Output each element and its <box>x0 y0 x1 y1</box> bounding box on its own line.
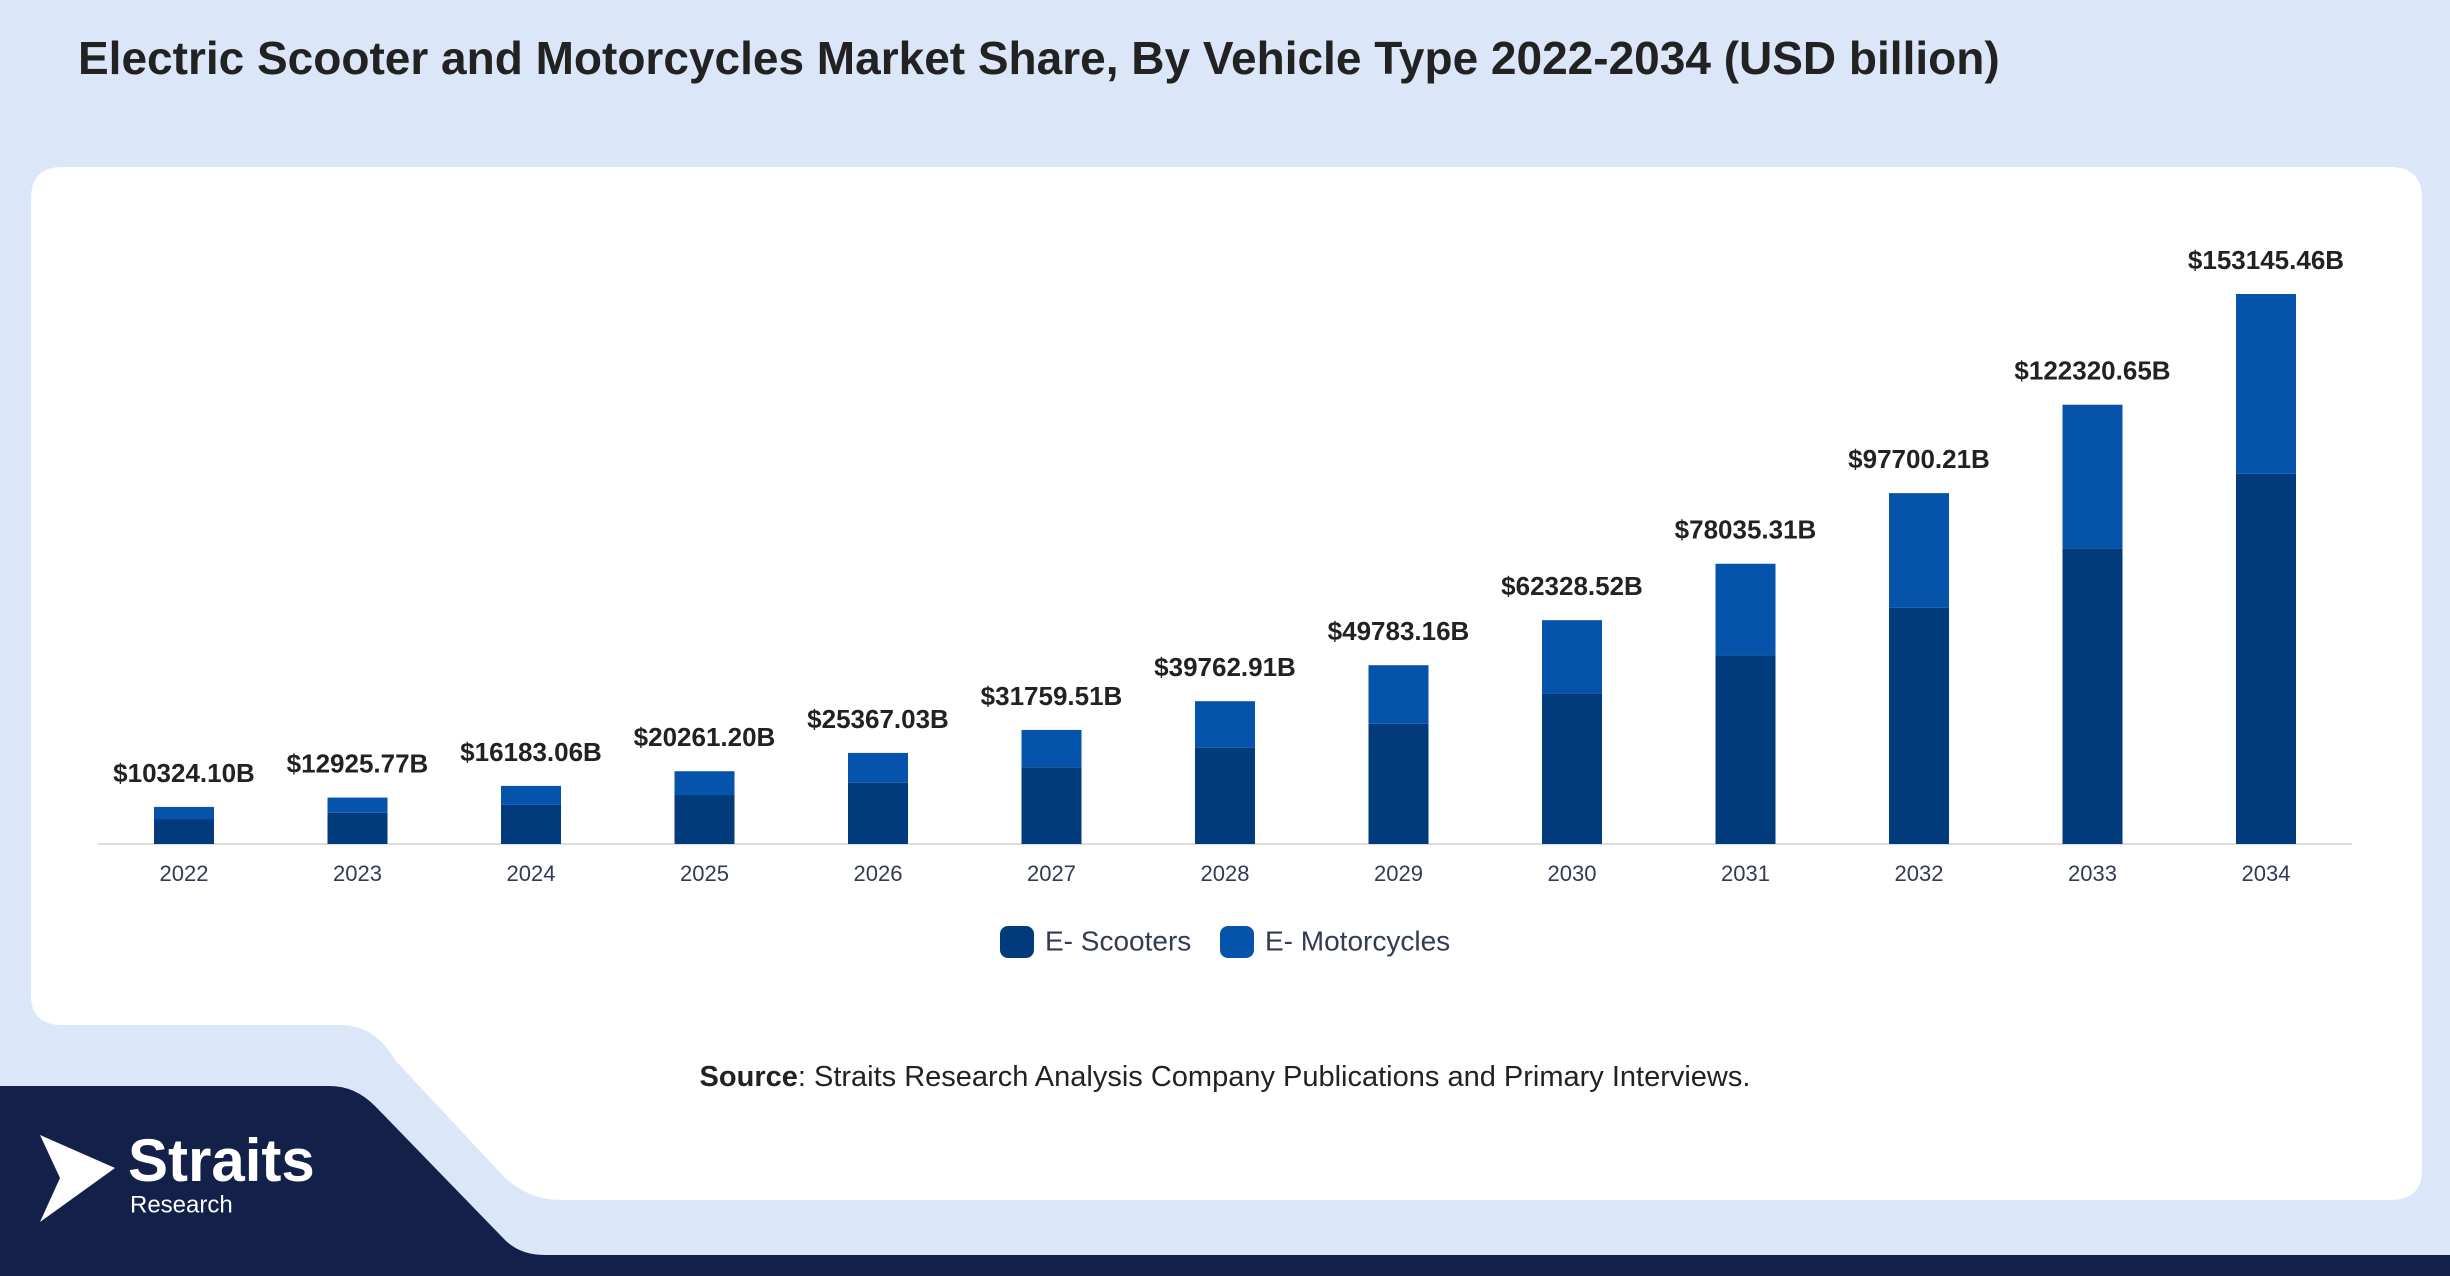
total-label: $78035.31B <box>1675 515 1817 545</box>
bar-segment <box>501 804 561 844</box>
legend-swatch <box>1000 926 1034 958</box>
total-label: $49783.16B <box>1328 616 1470 646</box>
logo-name: Straits <box>128 1127 315 1194</box>
footer-band <box>0 1086 2450 1276</box>
bar-segment <box>327 812 388 844</box>
total-label: $16183.06B <box>460 737 602 767</box>
bar-segment <box>1715 655 1776 844</box>
total-label: $12925.77B <box>287 748 429 778</box>
total-label: $62328.52B <box>1501 571 1643 601</box>
x-tick-label: 2031 <box>1721 861 1770 886</box>
x-tick-label: 2027 <box>1027 861 1076 886</box>
bar-segment <box>848 782 908 844</box>
x-tick-label: 2033 <box>2068 861 2117 886</box>
x-tick-label: 2023 <box>333 861 382 886</box>
chart-title: Electric Scooter and Motorcycles Market … <box>78 32 2000 84</box>
bar-segment <box>2062 404 2123 549</box>
bar-segment <box>1195 747 1255 844</box>
bar-segment <box>154 819 214 844</box>
total-label: $10324.10B <box>113 758 255 788</box>
bar-segment <box>2062 548 2123 844</box>
total-label: $39762.91B <box>1154 652 1296 682</box>
bar-segment <box>2236 294 2296 474</box>
bar-segment <box>674 771 735 796</box>
bar-segment <box>848 752 908 783</box>
bar-segment <box>154 806 214 820</box>
x-tick-label: 2030 <box>1548 861 1597 886</box>
bar-segment <box>1021 767 1082 844</box>
bar-segment <box>1542 620 1602 694</box>
bar-segment <box>1889 493 1949 608</box>
bar-segment <box>2236 473 2296 844</box>
legend-swatch <box>1220 926 1254 958</box>
total-label: $20261.20B <box>634 722 776 752</box>
bar-segment <box>1195 701 1255 748</box>
x-tick-label: 2032 <box>1895 861 1944 886</box>
x-tick-label: 2025 <box>680 861 729 886</box>
total-label: $153145.46B <box>2188 245 2344 275</box>
bar-segment <box>1021 729 1082 768</box>
legend-label: E- Motorcycles <box>1265 925 1450 956</box>
x-tick-label: 2026 <box>854 861 903 886</box>
bar-segment <box>1715 563 1776 656</box>
source-text: : Straits Research Analysis Company Publ… <box>798 1061 1751 1093</box>
bar-segment <box>327 797 388 813</box>
bar-segment <box>1889 607 1949 844</box>
x-tick-label: 2024 <box>507 861 556 886</box>
x-tick-label: 2029 <box>1374 861 1423 886</box>
logo-sub: Research <box>130 1191 233 1218</box>
logo-icon <box>40 1135 115 1222</box>
source-label: Source <box>700 1061 798 1093</box>
total-label: $97700.21B <box>1848 444 1990 474</box>
legend-label: E- Scooters <box>1045 925 1191 956</box>
x-tick-label: 2022 <box>160 861 209 886</box>
bar-segment <box>1368 665 1429 724</box>
total-label: $31759.51B <box>981 681 1123 711</box>
x-tick-label: 2028 <box>1201 861 1250 886</box>
bar-segment <box>674 795 735 844</box>
x-tick-label: 2034 <box>2242 861 2291 886</box>
total-label: $25367.03B <box>807 704 949 734</box>
bar-segment <box>1368 723 1429 844</box>
card <box>31 167 2422 1200</box>
bar-segment <box>1542 693 1602 844</box>
bar-segment <box>501 785 561 805</box>
total-label: $122320.65B <box>2014 356 2170 386</box>
source: Source: Straits Research Analysis Compan… <box>700 1061 1751 1093</box>
